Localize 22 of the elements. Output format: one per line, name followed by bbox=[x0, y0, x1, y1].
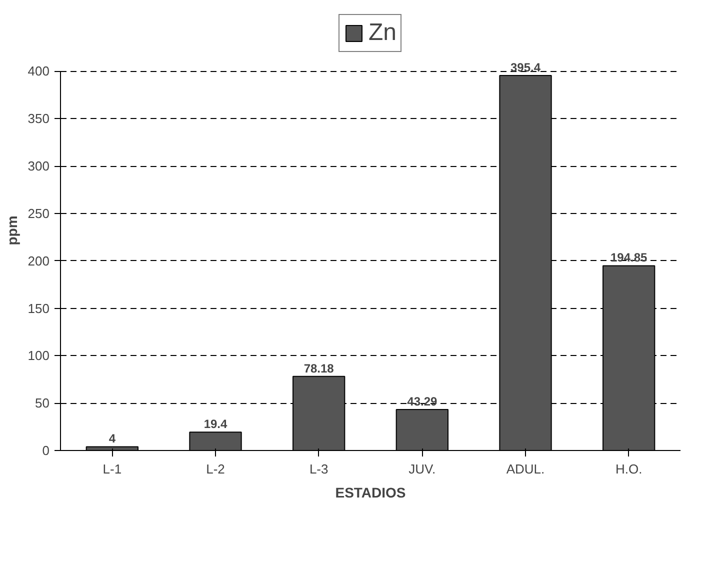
y-tick-label: 300 bbox=[28, 158, 50, 174]
y-tick-label: 400 bbox=[28, 64, 50, 79]
legend-label: Zn bbox=[368, 19, 397, 47]
x-tick-label: L-3 bbox=[309, 462, 328, 476]
x-tick-label: H.O. bbox=[615, 462, 642, 476]
y-tick-label: 0 bbox=[42, 443, 50, 458]
x-axis-title: ESTADIOS bbox=[335, 484, 406, 500]
y-tick-label: 200 bbox=[28, 253, 50, 268]
y-tick-label: 50 bbox=[35, 396, 50, 411]
x-tick-label: ADUL. bbox=[506, 462, 545, 476]
data-label: 19.4 bbox=[204, 417, 228, 432]
y-axis-title: ppm bbox=[4, 216, 20, 246]
x-tick-label: JUV. bbox=[408, 462, 436, 476]
data-label: 4 bbox=[108, 432, 116, 446]
x-tick-label: L-1 bbox=[102, 462, 122, 476]
y-tick-label: 150 bbox=[28, 300, 50, 316]
y-tick-label: 350 bbox=[28, 111, 50, 126]
y-tick-label: 250 bbox=[28, 206, 50, 221]
y-tick-label: 100 bbox=[28, 348, 50, 364]
data-label: 395.4 bbox=[510, 60, 541, 75]
x-tick-label: L-2 bbox=[206, 462, 225, 476]
data-label: 78.18 bbox=[304, 361, 334, 376]
